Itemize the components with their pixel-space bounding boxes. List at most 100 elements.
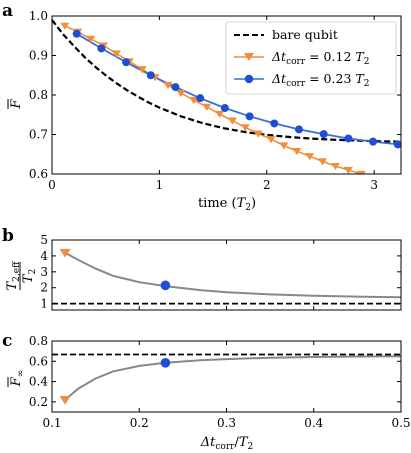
legend-023-corr: corr: [286, 79, 306, 89]
series-023-point: [294, 125, 303, 134]
series-012-point: [176, 89, 186, 98]
series-023-point: [171, 83, 180, 92]
panel-b-ylabel: T2,eff T2: [5, 261, 38, 291]
series-012-point: [137, 66, 147, 74]
panel-b-ytick-label: 3: [40, 265, 48, 279]
panel-b-ytick-label: 1: [40, 297, 48, 311]
series-012-point: [111, 50, 121, 58]
xlabel-c-delta: Δt: [200, 435, 216, 450]
panel-a-ylabel: F: [7, 99, 24, 110]
series-023-line: [76, 33, 398, 146]
panel-a-xtick-label: 0: [48, 178, 56, 192]
legend-012-marker: [244, 53, 254, 61]
xlabel-time-close: ): [251, 196, 256, 211]
ylabel-b-den-sub: 2: [28, 269, 38, 275]
legend-box: [225, 21, 397, 95]
panel-c-xtick-label: 0.2: [130, 416, 149, 430]
panel-a-xtick-label: 1: [156, 178, 164, 192]
series-012-point: [318, 158, 328, 166]
ylabel-b-den-T: T: [21, 273, 36, 283]
series-012-point: [356, 170, 366, 174]
legend-012-corr: corr: [286, 57, 306, 67]
panel-a-ytick-label: 0.6: [29, 167, 48, 181]
panel-c-xtick-label: 0.5: [391, 416, 410, 430]
series-023-point: [196, 94, 205, 103]
panel-c-marker-023: [160, 358, 171, 368]
xlabel-c-corr: corr: [215, 442, 235, 452]
panel-c-ytick-label: 0.6: [29, 354, 48, 368]
series-012-point: [266, 136, 276, 144]
panel-b-ytick-label: 5: [40, 233, 48, 247]
panel-c-ytick-label: 0.2: [29, 395, 48, 409]
panel-c-ylabel: F∞: [7, 370, 26, 388]
series-023-point: [393, 140, 401, 149]
panel-a-letter: a: [2, 1, 13, 21]
legend-012-T: T: [355, 49, 365, 64]
ylabel-b-num-T: T: [5, 280, 20, 290]
panel-a-xtick-label: 2: [263, 178, 271, 192]
ylabel-b-num-sub: 2,eff: [12, 261, 22, 282]
panel-c-frame: [51, 340, 402, 413]
panel-b-letter: b: [2, 226, 14, 246]
series-012-point: [60, 22, 70, 30]
series-023-point: [270, 119, 279, 128]
panel-c-ylabel-text: F∞: [9, 370, 26, 388]
legend-012-value: = 0.12: [305, 49, 355, 64]
legend-bare-label: bare qubit: [272, 27, 338, 42]
series-012-point: [189, 96, 199, 105]
panel-c-plot: 0.2 0.4 0.6 0.8 0.1 0.2 0.3 0.4 0.5 F∞ Δtcorr/T2: [7, 334, 411, 452]
xlabel-time-T: T: [237, 196, 247, 211]
panel-b-frame: [51, 239, 402, 311]
panel-b-marker-023: [160, 280, 171, 291]
legend-023-T-sub: 2: [364, 79, 370, 89]
panel-b-marker-012: [59, 248, 71, 258]
panel-a-xlabel: time (T2): [198, 196, 256, 213]
panel-c-xtick-label: 0.1: [42, 416, 61, 430]
series-012-point: [279, 142, 289, 150]
series-023-point: [245, 112, 254, 121]
panel-c-marker-012: [59, 395, 71, 405]
legend-023-delta: Δt: [271, 71, 287, 86]
panel-c-letter: c: [2, 331, 12, 351]
series-012-point: [253, 130, 263, 138]
panel-b-ytick-label: 2: [40, 281, 48, 295]
panel-c-xtick-label: 0.3: [217, 416, 236, 430]
series-023-point: [220, 104, 229, 113]
series-bare-qubit-line: [52, 19, 401, 143]
series-023-point: [369, 137, 378, 146]
panel-c-curve: [64, 355, 402, 401]
series-012-point: [305, 153, 315, 161]
legend-012-label: Δtcorr = 0.12 T2: [271, 49, 369, 67]
series-023-point: [122, 58, 131, 67]
series-012-point: [215, 110, 225, 119]
panel-a-xtick-label: 3: [370, 178, 378, 192]
series-023-point: [319, 130, 328, 139]
panel-a-ytick-label: 0.8: [29, 88, 48, 102]
panel-b-ylabel-num: T2,eff: [5, 261, 22, 291]
panel-a-ylabel-text: F: [9, 99, 24, 110]
ylabel-c-F: F: [9, 376, 24, 387]
series-012-point: [330, 162, 340, 171]
series-012-point: [86, 35, 96, 43]
xlabel-time-sub: 2: [245, 203, 251, 213]
panel-a-ytick-label: 0.7: [29, 128, 48, 142]
legend-012-T-sub: 2: [364, 57, 370, 67]
panel-a-plot: 0.60.70.80.91.00 1 2 3 F time (T2) bare qub…: [7, 9, 402, 213]
xlabel-c-sub: 2: [248, 442, 254, 452]
panel-c-xtick-label: 0.4: [304, 416, 323, 430]
xlabel-c-T: T: [239, 435, 249, 450]
panel-a-ytick-label: 1.0: [29, 9, 48, 23]
series-012-point: [343, 166, 353, 174]
series-023-point: [72, 29, 81, 38]
xlabel-c-slash: /: [234, 435, 239, 450]
legend-023-T: T: [355, 71, 365, 86]
series-023-point: [97, 44, 106, 53]
series-012-point: [202, 103, 212, 111]
legend-023-value: = 0.23: [305, 71, 355, 86]
panel-c-ytick-label: 0.4: [29, 375, 48, 389]
ylabel-c-sub: ∞: [16, 370, 26, 378]
xlabel-time-text: time (: [198, 196, 237, 211]
legend: bare qubit Δtcorr = 0.12 T2 Δtcorr = 0.2…: [225, 21, 397, 95]
